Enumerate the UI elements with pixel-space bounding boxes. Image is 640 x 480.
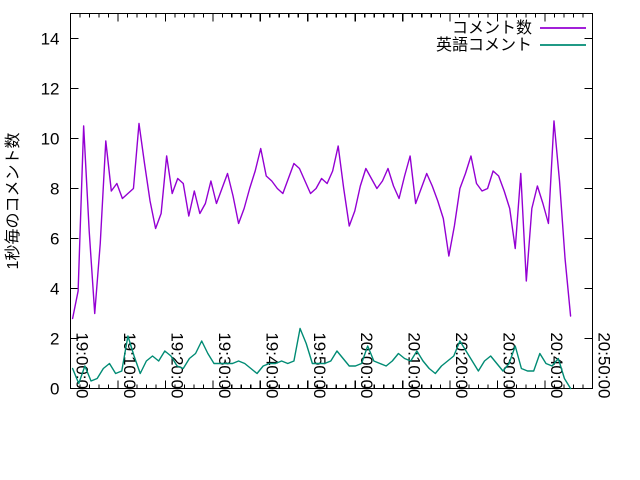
legend-label-1: コメント数 [452, 19, 532, 37]
y-tick-label: 14 [41, 30, 60, 49]
y-tick-label: 2 [50, 330, 59, 349]
x-tick-label: 20:10:00 [405, 332, 424, 398]
x-tick-label: 19:40:00 [262, 332, 281, 398]
x-tick-label: 20:20:00 [452, 332, 471, 398]
y-tick-label: 12 [41, 80, 60, 99]
y-tick-label: 4 [50, 280, 59, 299]
x-tick-label: 20:50:00 [595, 332, 614, 398]
x-tick-label: 20:00:00 [357, 332, 376, 398]
plot-border [69, 12, 594, 390]
y-tick-label: 6 [50, 230, 59, 249]
x-tick-label: 20:30:00 [500, 332, 519, 398]
y-tick-label: 8 [50, 180, 59, 199]
y-tick-label: 0 [50, 380, 59, 399]
y-tick-label: 10 [41, 130, 60, 149]
legend-label-2: 英語コメント [436, 36, 532, 54]
x-tick-label: 19:00:00 [73, 332, 92, 398]
y-axis-title: 1秒毎のコメント数 [4, 133, 22, 270]
x-tick-label: 19:10:00 [120, 332, 139, 398]
x-tick-label: 19:50:00 [310, 332, 329, 398]
x-tick-label: 20:40:00 [547, 332, 566, 398]
series-line-1 [71, 120, 572, 320]
x-tick-label: 19:30:00 [215, 332, 234, 398]
series-line-2 [71, 327, 572, 390]
